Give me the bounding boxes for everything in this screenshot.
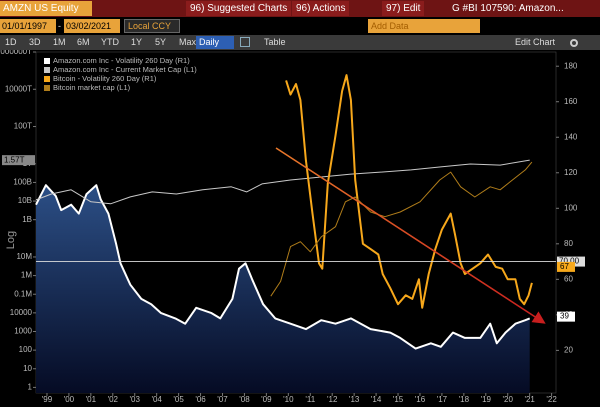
y-scale-label: Log bbox=[5, 231, 17, 249]
y-tick-label: 0.1M bbox=[14, 289, 32, 298]
chart: 1101001000100000.1M1M10M1B10B100B1T100T1… bbox=[0, 50, 585, 404]
edit-chart[interactable]: Edit Chart bbox=[515, 37, 556, 47]
y2-tick-label: 140 bbox=[564, 132, 578, 141]
y2-tick-label: 100 bbox=[564, 203, 578, 212]
y2-tick-label: 20 bbox=[564, 345, 573, 354]
x-tick-label: '01 bbox=[86, 395, 97, 404]
settings-icon[interactable] bbox=[570, 39, 578, 47]
chart-id: G #BI 107590: Amazon... bbox=[452, 3, 564, 14]
x-tick-label: '04 bbox=[151, 395, 162, 404]
x-tick-label: '16 bbox=[415, 395, 426, 404]
x-tick-label: '00 bbox=[64, 395, 75, 404]
series-line bbox=[285, 74, 533, 309]
x-tick-label: '14 bbox=[371, 395, 382, 404]
y-tick-label: 10 bbox=[23, 364, 32, 373]
x-tick-label: '17 bbox=[437, 395, 448, 404]
legend-label: Bitcoin - Volatility 260 Day (R1) bbox=[53, 74, 157, 83]
series-line bbox=[35, 159, 530, 205]
legend-label: Bitcoin market cap (L1) bbox=[53, 83, 131, 92]
x-tick-label: '13 bbox=[349, 395, 360, 404]
toolbar bbox=[0, 35, 600, 50]
y2-tick-label: 120 bbox=[564, 168, 578, 177]
chart-icon[interactable] bbox=[240, 37, 250, 47]
period-button[interactable]: 6M bbox=[77, 37, 90, 47]
menu-button[interactable]: 96) Suggested Charts bbox=[186, 1, 292, 16]
y2-tag bbox=[557, 311, 575, 322]
y2-tick-label: 80 bbox=[564, 239, 573, 248]
y-tag-label: 1.57T bbox=[4, 155, 25, 164]
period-button[interactable]: 3D bbox=[29, 37, 41, 47]
y-tick-label: 10000 bbox=[10, 308, 33, 317]
period-button[interactable]: 1D bbox=[5, 37, 17, 47]
x-tick-label: '08 bbox=[239, 395, 250, 404]
x-tick-label: '05 bbox=[173, 395, 184, 404]
period-button[interactable]: 1M bbox=[53, 37, 66, 47]
y-tick-label: 1B bbox=[22, 215, 32, 224]
x-tick-label: '03 bbox=[130, 395, 141, 404]
y2-tag-label: 67 bbox=[560, 262, 569, 271]
end-date[interactable]: 03/02/2021 bbox=[64, 19, 120, 33]
legend-label: Amazon.com Inc - Current Market Cap (L1) bbox=[53, 65, 197, 74]
period-button[interactable]: 5Y bbox=[155, 37, 167, 47]
x-tick-label: '07 bbox=[217, 395, 228, 404]
x-tick-label: '06 bbox=[195, 395, 206, 404]
y-tick-label: 1000 bbox=[14, 327, 32, 336]
period-button[interactable]: 1Y bbox=[131, 37, 143, 47]
legend-swatch bbox=[44, 76, 50, 82]
y-tick-label: 10000T bbox=[5, 84, 32, 93]
y2-tick-label: 180 bbox=[564, 61, 578, 70]
x-tick-label: '11 bbox=[305, 395, 315, 404]
x-tick-label: '19 bbox=[481, 395, 492, 404]
series-line bbox=[270, 161, 533, 297]
period-button[interactable]: YTD bbox=[101, 37, 119, 47]
y2-tick-label: 160 bbox=[564, 97, 578, 106]
y-tick-label: 1000000T bbox=[0, 50, 32, 56]
x-tick-label: '02 bbox=[108, 395, 119, 404]
frequency-dropdown[interactable]: Daily bbox=[196, 36, 234, 49]
ticker[interactable]: AMZN US Equity bbox=[0, 1, 92, 16]
x-tick-label: '12 bbox=[327, 395, 338, 404]
y-tick-label: 10B bbox=[18, 196, 32, 205]
y2-tag-label: 70.00 bbox=[559, 257, 580, 266]
series-area bbox=[36, 185, 530, 393]
y2-tag bbox=[557, 261, 575, 272]
y-tick-label: 100B bbox=[13, 178, 32, 187]
y-tick-label: 1M bbox=[21, 271, 32, 280]
x-tick-label: '20 bbox=[503, 395, 514, 404]
x-tick-label: '09 bbox=[261, 395, 272, 404]
y-tick-label: 10M bbox=[16, 252, 32, 261]
menu-button[interactable]: 96) Actions bbox=[292, 1, 350, 16]
currency-dropdown[interactable]: Local CCY bbox=[124, 19, 180, 33]
x-tick-label: '18 bbox=[459, 395, 470, 404]
legend-label: Amazon.com Inc - Volatility 260 Day (R1) bbox=[53, 56, 190, 65]
x-tick-label: '99 bbox=[42, 395, 53, 404]
y-tick-label: 100T bbox=[14, 122, 32, 131]
menu-button[interactable]: 97) Edit bbox=[382, 1, 425, 16]
legend-swatch bbox=[44, 67, 50, 73]
add-data[interactable]: Add Data bbox=[368, 19, 480, 33]
y-tick-label: 100 bbox=[19, 345, 33, 354]
legend-swatch bbox=[44, 85, 50, 91]
table-button[interactable]: Table bbox=[264, 37, 286, 47]
x-tick-label: '15 bbox=[393, 395, 404, 404]
y-tag bbox=[2, 155, 35, 166]
date-separator: - bbox=[58, 21, 61, 31]
x-tick-label: '22 bbox=[546, 395, 557, 404]
y2-tag bbox=[557, 256, 585, 267]
legend-swatch bbox=[44, 58, 50, 64]
x-tick-label: '10 bbox=[283, 395, 294, 404]
plot-area: 1101001000100000.1M1M10M1B10B100B1T100T1… bbox=[0, 50, 585, 404]
x-tick-label: '21 bbox=[524, 395, 535, 404]
y2-tag-label: 39 bbox=[560, 312, 569, 321]
trend-arrow bbox=[275, 147, 546, 324]
start-date[interactable]: 01/01/1997 bbox=[0, 19, 56, 33]
series-line bbox=[35, 184, 531, 350]
period-button[interactable]: Max bbox=[179, 37, 197, 47]
y-tick-label: 1 bbox=[28, 383, 33, 392]
y2-tick-label: 60 bbox=[564, 274, 573, 283]
